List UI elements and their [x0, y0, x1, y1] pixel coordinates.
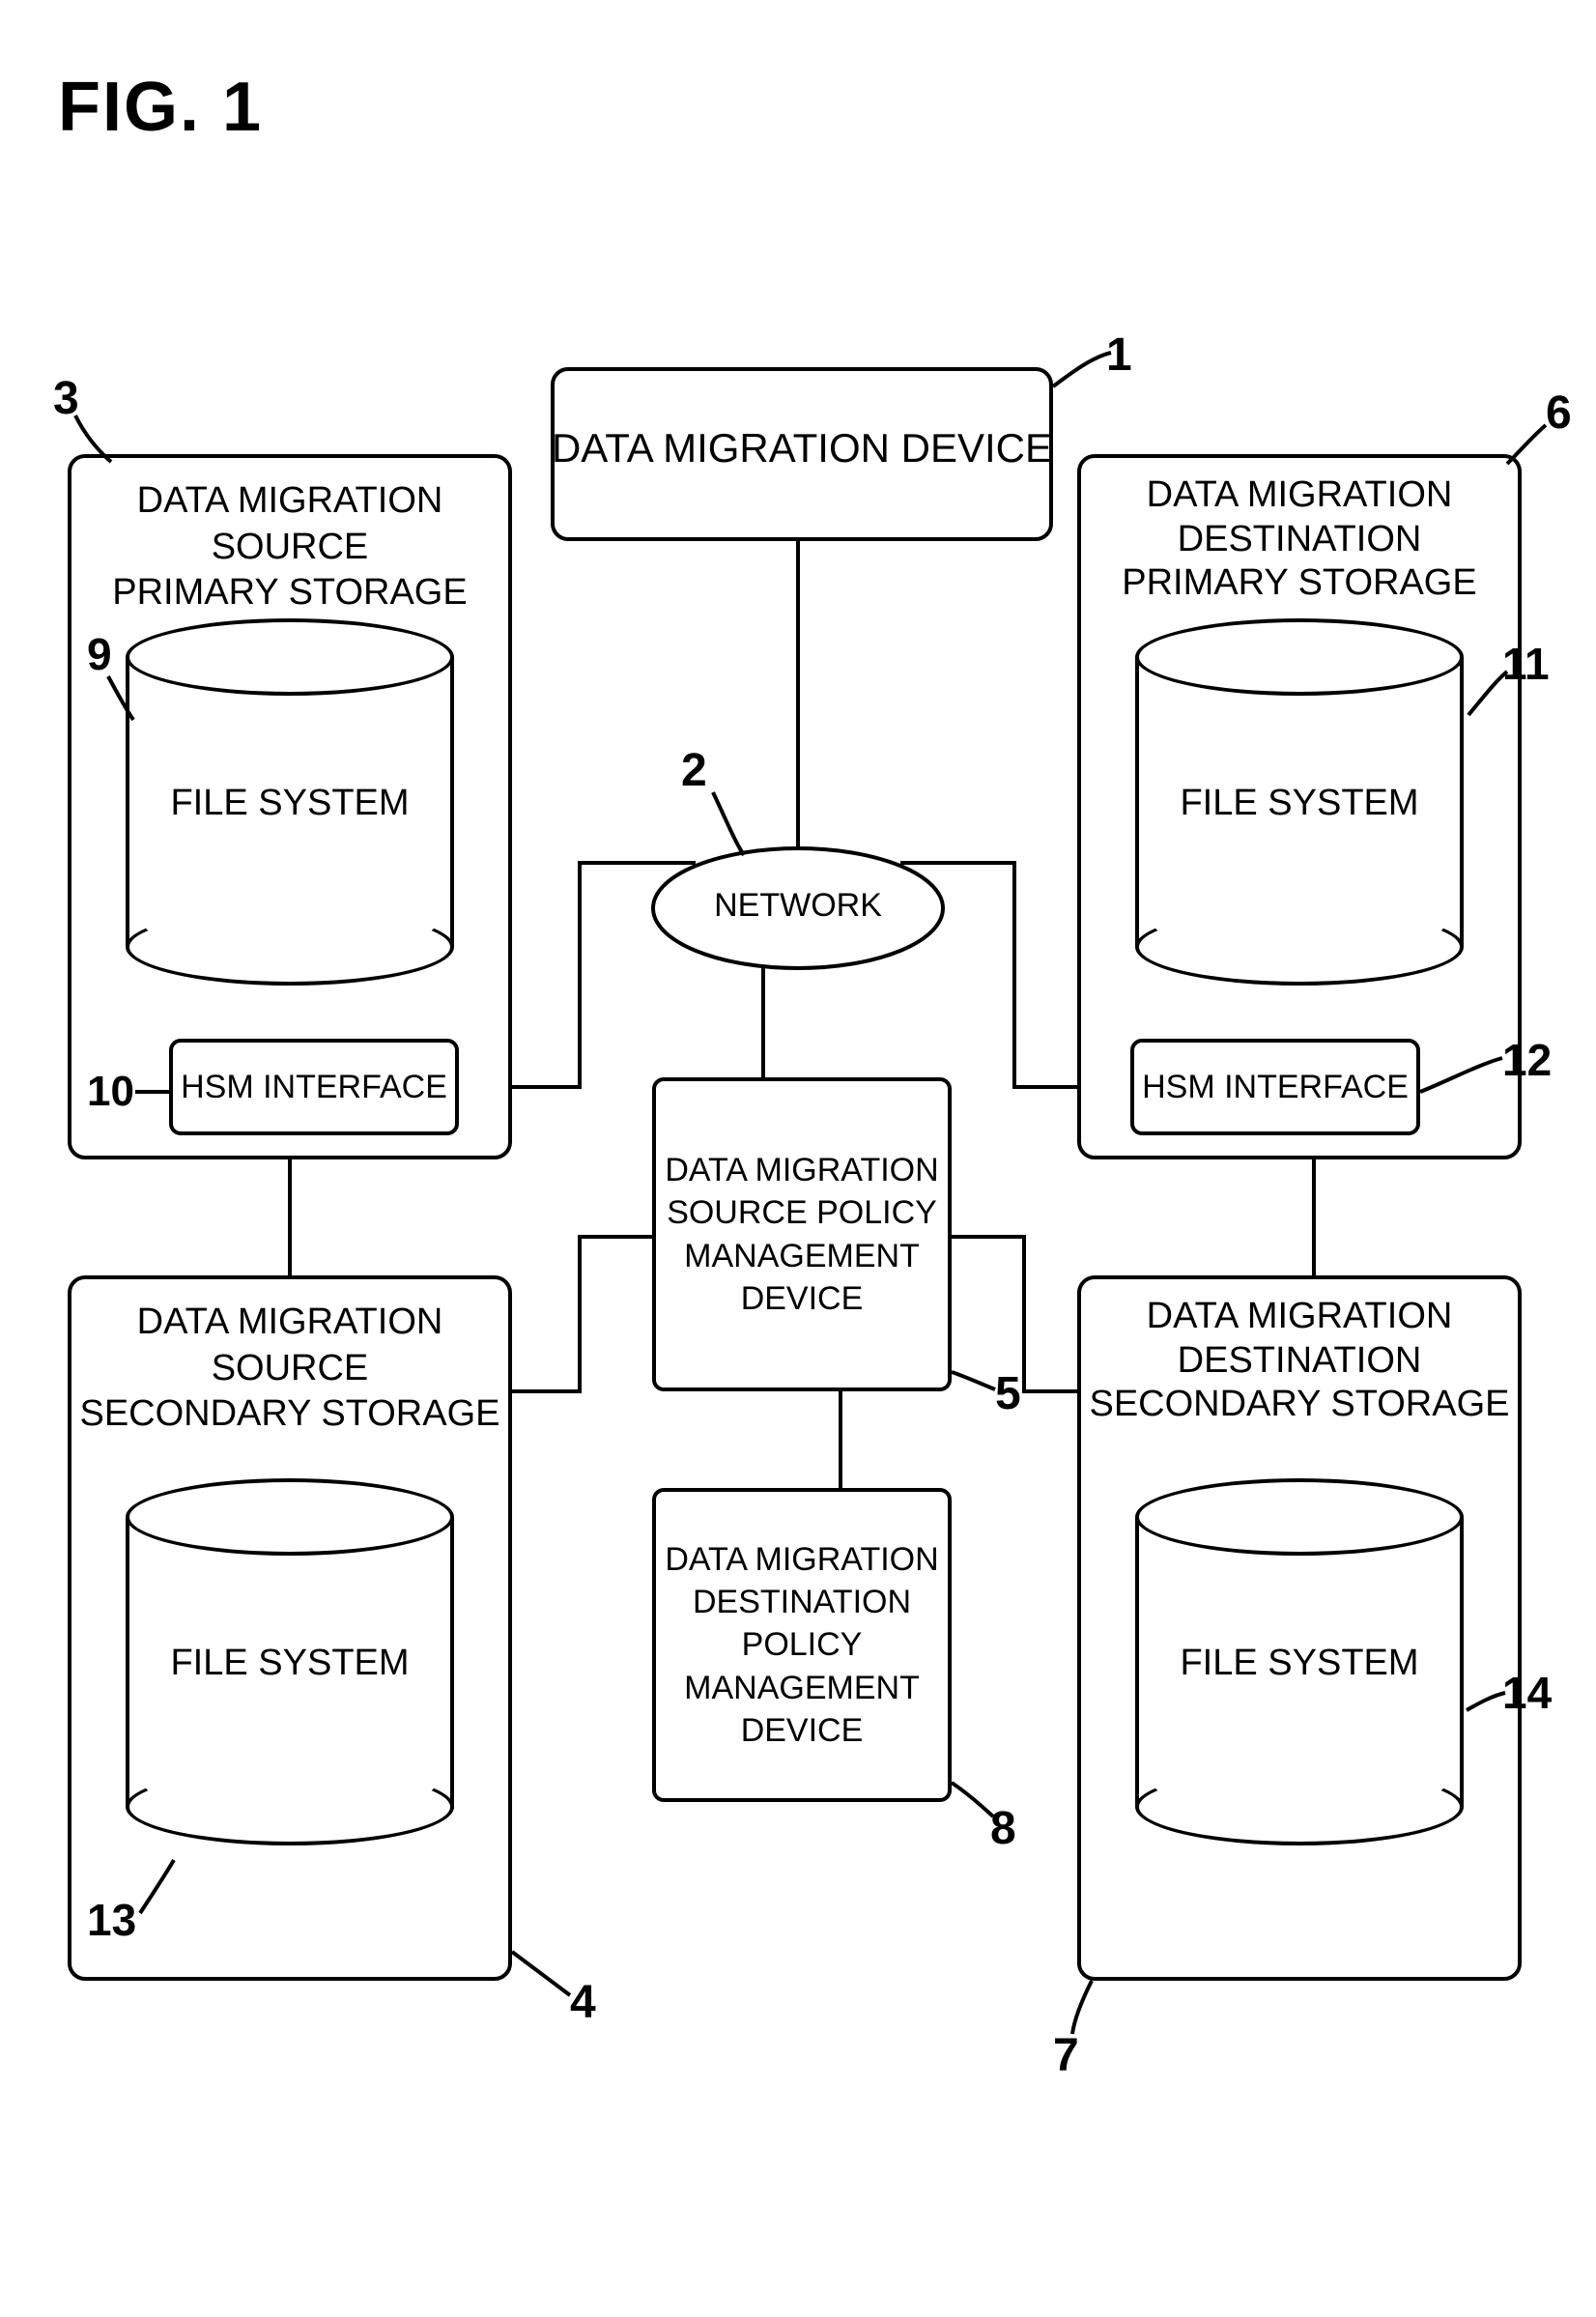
src-primary-label: DATA MIGRATION SOURCE PRIMARY STORAGE [77, 478, 502, 616]
migration-device-label: DATA MIGRATION DEVICE [551, 425, 1053, 472]
dst-primary-label: DATA MIGRATION DESTINATION PRIMARY STORA… [1087, 473, 1512, 606]
src-policy-box: DATA MIGRATION SOURCE POLICY MANAGEMENT … [652, 1077, 952, 1391]
ref-9: 9 [87, 628, 112, 680]
ref-5: 5 [995, 1367, 1021, 1420]
src-sec-fs-cylinder: FILE SYSTEM [126, 1478, 454, 1845]
ref-4: 4 [570, 1976, 596, 2029]
ref-2: 2 [681, 744, 707, 797]
dst-sec-fs-label: FILE SYSTEM [1135, 1643, 1464, 1684]
ref-6: 6 [1546, 386, 1572, 440]
ref-10: 10 [87, 1068, 134, 1116]
dst-hsm-box: HSM INTERFACE [1130, 1039, 1420, 1135]
dst-hsm-label: HSM INTERFACE [1142, 1069, 1409, 1106]
ref-7: 7 [1053, 2029, 1079, 2082]
src-fs-label: FILE SYSTEM [126, 783, 454, 824]
dst-policy-box: DATA MIGRATION DESTINATION POLICY MANAGE… [652, 1488, 952, 1802]
dst-secondary-label: DATA MIGRATION DESTINATION SECONDARY STO… [1087, 1295, 1512, 1427]
figure-title: FIG. 1 [58, 68, 263, 147]
ref-14: 14 [1502, 1667, 1552, 1719]
src-hsm-label: HSM INTERFACE [181, 1069, 447, 1106]
src-hsm-box: HSM INTERFACE [169, 1039, 459, 1135]
network-label: NETWORK [701, 887, 895, 925]
dst-fs-cylinder: FILE SYSTEM [1135, 618, 1464, 986]
src-fs-cylinder: FILE SYSTEM [126, 618, 454, 986]
dst-policy-label: DATA MIGRATION DESTINATION POLICY MANAGE… [656, 1532, 948, 1758]
ref-12: 12 [1502, 1034, 1552, 1086]
ref-8: 8 [990, 1802, 1016, 1855]
dst-fs-label: FILE SYSTEM [1135, 783, 1464, 824]
src-sec-fs-label: FILE SYSTEM [126, 1643, 454, 1684]
ref-3: 3 [53, 372, 79, 425]
src-policy-label: DATA MIGRATION SOURCE POLICY MANAGEMENT … [656, 1143, 948, 1326]
ref-13: 13 [87, 1894, 136, 1946]
dst-sec-fs-cylinder: FILE SYSTEM [1135, 1478, 1464, 1845]
src-secondary-label: DATA MIGRATION SOURCE SECONDARY STORAGE [77, 1300, 502, 1438]
ref-11: 11 [1502, 638, 1550, 690]
ref-1: 1 [1106, 329, 1132, 382]
